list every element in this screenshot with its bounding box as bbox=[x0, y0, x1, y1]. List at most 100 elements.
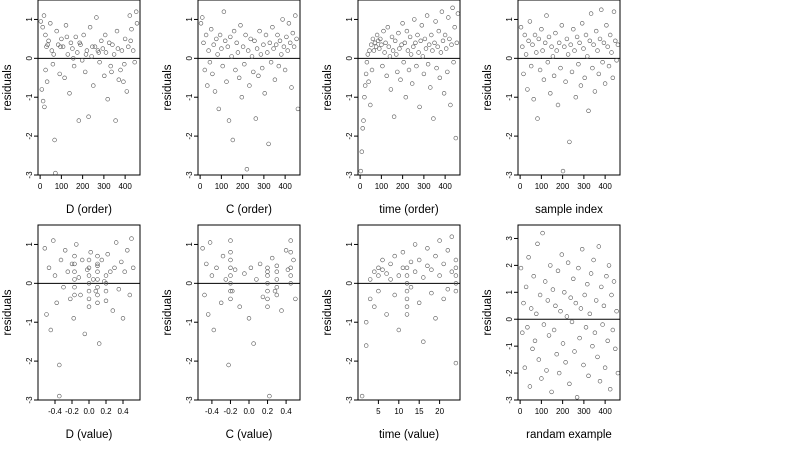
x-tick-label: 20 bbox=[435, 407, 444, 416]
data-point bbox=[103, 288, 109, 294]
data-point bbox=[96, 341, 102, 346]
data-point bbox=[81, 32, 86, 38]
data-point bbox=[433, 316, 438, 321]
data-point bbox=[574, 34, 580, 40]
data-point bbox=[364, 320, 369, 325]
data-point bbox=[100, 46, 106, 51]
data-point bbox=[447, 36, 452, 42]
data-point bbox=[523, 284, 529, 290]
data-point bbox=[276, 63, 281, 69]
data-point bbox=[429, 267, 434, 272]
data-point bbox=[549, 44, 554, 49]
data-point bbox=[591, 42, 596, 47]
data-point bbox=[60, 44, 66, 49]
data-point bbox=[562, 44, 567, 49]
data-point bbox=[86, 257, 92, 263]
y-axis-label: residuals bbox=[162, 289, 174, 335]
data-point bbox=[122, 269, 127, 274]
data-point bbox=[439, 9, 445, 14]
data-point bbox=[560, 168, 566, 174]
data-point bbox=[565, 52, 571, 57]
data-point bbox=[417, 300, 422, 305]
data-point bbox=[274, 292, 279, 298]
data-point bbox=[86, 304, 92, 309]
data-point bbox=[423, 46, 429, 51]
data-point bbox=[277, 38, 283, 43]
data-point bbox=[200, 246, 205, 251]
data-point bbox=[58, 44, 63, 49]
x-tick-label: 300 bbox=[577, 182, 591, 191]
data-point bbox=[234, 40, 239, 45]
data-point bbox=[437, 75, 442, 81]
data-point bbox=[601, 40, 607, 45]
data-point bbox=[542, 279, 548, 284]
y-tick-label: -2 bbox=[345, 132, 354, 140]
data-point bbox=[591, 257, 596, 263]
data-point bbox=[521, 300, 526, 306]
scatter-panel: -3 -2 -1 0 1 -0.4 -0.2 0.0 0.2 0.4 C (value) residu… bbox=[162, 224, 301, 441]
data-point bbox=[51, 238, 56, 243]
data-point bbox=[75, 50, 80, 55]
data-point bbox=[73, 34, 79, 40]
data-point bbox=[228, 238, 233, 243]
y-tick-label: -3 bbox=[185, 171, 194, 179]
data-point bbox=[596, 244, 601, 249]
x-tick-label: 400 bbox=[278, 182, 292, 191]
data-point bbox=[394, 52, 399, 57]
data-point bbox=[113, 118, 118, 123]
data-point bbox=[604, 274, 609, 279]
data-point bbox=[395, 69, 400, 75]
data-point bbox=[407, 34, 413, 40]
x-tick-label: 300 bbox=[577, 407, 591, 416]
data-point bbox=[221, 9, 227, 14]
scatter-panel: -3 -2 -1 0 1 0 100 200 300 400 C (order) residuals bbox=[162, 0, 301, 216]
y-tick-label: -2 bbox=[345, 357, 354, 365]
data-point bbox=[99, 257, 105, 263]
data-point bbox=[564, 36, 570, 42]
x-tick-label: 100 bbox=[535, 182, 549, 191]
data-point bbox=[592, 89, 598, 94]
data-point bbox=[61, 285, 66, 290]
data-point bbox=[274, 42, 279, 47]
data-point bbox=[450, 5, 455, 11]
data-point bbox=[540, 48, 545, 53]
data-point bbox=[59, 36, 64, 42]
data-point bbox=[404, 265, 410, 270]
data-point bbox=[367, 48, 372, 53]
data-point bbox=[605, 338, 610, 343]
data-point bbox=[412, 269, 418, 274]
data-point bbox=[571, 276, 576, 281]
data-point bbox=[83, 52, 89, 57]
x-axis-label: time (value) bbox=[379, 429, 439, 441]
data-point bbox=[54, 28, 59, 34]
data-point bbox=[597, 36, 603, 42]
data-point bbox=[384, 312, 389, 317]
data-point bbox=[421, 275, 426, 280]
x-tick-label: 400 bbox=[438, 182, 452, 191]
data-point bbox=[70, 46, 75, 51]
data-point bbox=[71, 63, 77, 69]
data-point bbox=[120, 316, 126, 321]
data-point bbox=[265, 296, 270, 302]
data-point bbox=[74, 242, 79, 247]
data-point bbox=[404, 281, 410, 286]
data-point bbox=[265, 288, 270, 294]
data-point bbox=[79, 58, 85, 63]
x-tick-label: 0.4 bbox=[117, 407, 129, 416]
data-point bbox=[579, 21, 585, 26]
data-point bbox=[198, 21, 204, 26]
data-point bbox=[267, 393, 272, 399]
data-point bbox=[49, 48, 54, 53]
data-point bbox=[43, 67, 48, 73]
y-tick-label: -1 bbox=[345, 93, 354, 101]
data-point bbox=[57, 362, 62, 368]
y-tick-label: -1 bbox=[25, 318, 34, 326]
data-point bbox=[541, 77, 547, 82]
y-tick-label: -1 bbox=[25, 93, 34, 101]
data-point bbox=[571, 27, 576, 32]
data-point bbox=[91, 83, 96, 88]
data-point bbox=[242, 271, 247, 276]
data-point bbox=[563, 79, 568, 84]
data-point bbox=[518, 25, 524, 30]
